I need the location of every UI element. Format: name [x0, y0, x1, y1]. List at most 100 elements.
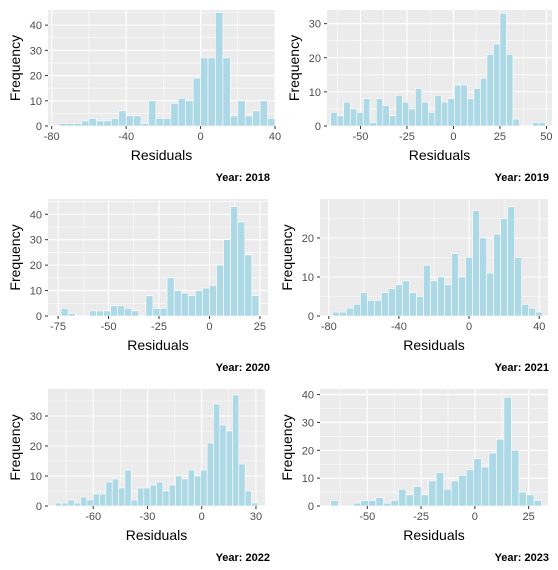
histogram-panel: -80 -40 0 40 0 10 20 Residuals Frequency Year: 20… [279, 199, 549, 374]
histogram-bar [207, 57, 216, 127]
histogram-bar [538, 122, 546, 127]
histogram-bar [381, 292, 389, 317]
histogram-bar [362, 98, 371, 127]
panel-caption: Year: 2020 [216, 362, 270, 374]
histogram-bar [66, 123, 75, 127]
histogram-bar [506, 54, 514, 127]
histogram-bar [89, 310, 97, 317]
histogram-bar [472, 210, 480, 317]
histogram-bar [533, 500, 542, 507]
histogram-bar [200, 469, 208, 507]
histogram-bar [336, 115, 345, 127]
histogram-bar [230, 115, 239, 127]
histogram-bar [398, 488, 407, 507]
histogram-bar [175, 475, 183, 507]
histogram-bar [450, 480, 460, 507]
histogram-bar [187, 469, 195, 507]
histogram-bar [368, 500, 377, 507]
histogram-bar [360, 292, 368, 317]
histogram-bar [223, 239, 231, 317]
histogram-bar [213, 403, 221, 507]
histogram-bar [375, 98, 384, 127]
histogram-bar [92, 493, 100, 507]
histogram-bar [454, 84, 462, 127]
x-tick-label: 25 [254, 321, 266, 333]
histogram-bar [159, 308, 168, 317]
histogram-bar [237, 221, 246, 317]
histogram-bar [137, 487, 145, 507]
histogram-bar [499, 13, 507, 127]
histogram-bar [103, 310, 111, 317]
histogram-bar [259, 100, 268, 127]
histogram-bar [512, 118, 520, 127]
plot-background [48, 10, 275, 126]
histogram-bar [514, 257, 522, 317]
panel-caption: Year: 2021 [495, 362, 549, 374]
histogram-bar [148, 100, 157, 127]
histogram-bar [215, 12, 224, 127]
histogram-bar [124, 469, 132, 507]
histogram-bar [162, 490, 170, 507]
histogram-bar [338, 311, 347, 317]
histogram-bar [67, 313, 76, 317]
histogram-bar [493, 233, 501, 317]
histogram-bar [360, 500, 369, 507]
histogram-bar [166, 277, 175, 317]
x-axis-title: Residuals [131, 147, 192, 163]
histogram-bar [202, 287, 210, 317]
y-tick-label: 10 [309, 87, 321, 99]
histogram-bar [195, 290, 203, 317]
histogram-bar [528, 307, 537, 317]
x-axis-title: Residuals [403, 337, 464, 353]
histogram-bar [451, 253, 459, 317]
histogram-bar [96, 120, 105, 127]
histogram-bar [73, 123, 82, 127]
histogram-bar [96, 310, 104, 317]
histogram-bar [251, 502, 259, 507]
histogram-bar [238, 463, 246, 507]
histogram-bar [374, 300, 382, 317]
histogram-bar [388, 288, 396, 317]
histogram-bar [496, 438, 505, 507]
histogram-bar [244, 490, 252, 507]
histogram-bar [415, 88, 423, 127]
x-tick-label: -50 [353, 131, 369, 143]
histogram-bar [416, 296, 424, 317]
x-tick-label: -50 [101, 321, 117, 333]
histogram-bar [367, 300, 375, 317]
histogram-bar [117, 305, 125, 317]
histogram-bar [465, 257, 473, 317]
histogram-bar [110, 118, 120, 127]
histogram-bar [118, 110, 127, 127]
y-tick-label: 10 [302, 473, 314, 485]
histogram-bar [232, 394, 240, 507]
x-tick-label: -40 [391, 321, 407, 333]
histogram-panel: -50 -25 0 25 50 0 10 20 30 Residuals Frequency Year… [286, 10, 553, 184]
histogram-bar [140, 123, 149, 127]
panel-caption: Year: 2018 [216, 172, 270, 184]
histogram-bar [535, 311, 544, 317]
y-axis-title: Frequency [7, 224, 23, 290]
x-tick-label: -40 [118, 131, 134, 143]
y-tick-label: 0 [36, 121, 42, 133]
histogram-bar [458, 475, 467, 507]
histogram-bar [163, 118, 172, 127]
y-tick-label: 0 [36, 311, 42, 323]
histogram-bar [518, 491, 527, 507]
x-tick-label: 40 [269, 131, 281, 143]
histogram-bar [460, 84, 468, 127]
y-axis-title: Frequency [7, 35, 23, 101]
histogram-bar [145, 295, 154, 317]
histogram-bar [60, 308, 69, 317]
histogram-bar [131, 310, 140, 317]
x-tick-label: 0 [472, 511, 478, 523]
histogram-bar [192, 77, 201, 127]
histogram-bar [444, 284, 452, 317]
y-tick-label: 40 [30, 209, 42, 221]
x-tick-label: 0 [206, 321, 212, 333]
histogram-bar [369, 122, 377, 127]
histogram-bar [331, 311, 340, 317]
x-tick-label: -60 [85, 511, 101, 523]
histogram-bar [346, 307, 354, 317]
x-tick-label: -50 [359, 511, 375, 523]
